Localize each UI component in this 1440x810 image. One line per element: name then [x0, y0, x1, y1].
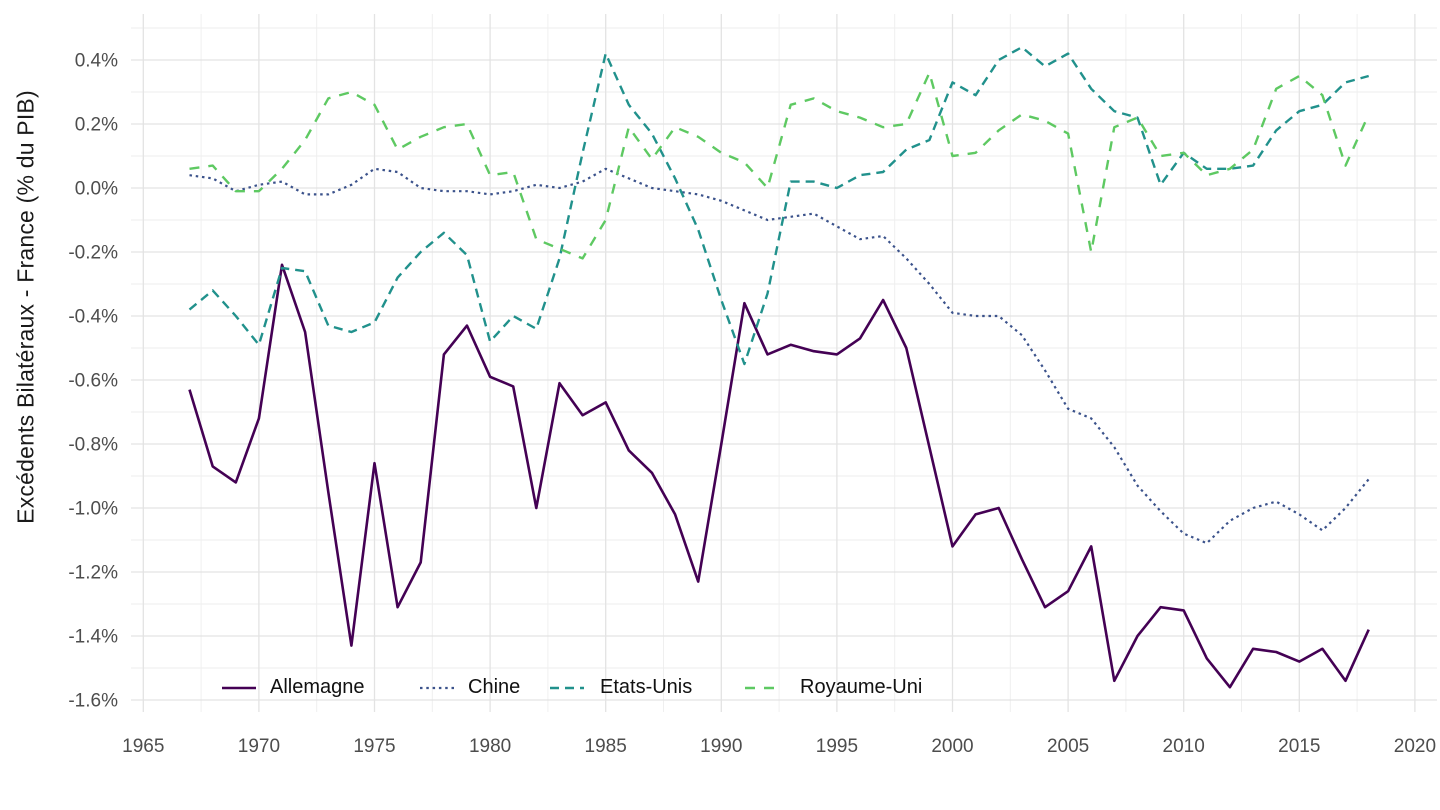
- legend-key-allemagne-line-icon: [222, 685, 256, 691]
- legend-key-swatch: [420, 686, 454, 690]
- x-axis-tick-label: 2020: [1394, 736, 1436, 757]
- x-axis-tick-label: 2015: [1278, 736, 1320, 757]
- x-axis-tick-label: 1980: [469, 736, 511, 757]
- legend-key-swatch: [222, 686, 256, 690]
- legend-key-swatch: [745, 686, 779, 690]
- y-axis-tick-label: -0.2%: [68, 243, 118, 264]
- legend-label-etats-unis: Etats-Unis: [600, 676, 693, 698]
- legend-label-chine: Chine: [468, 676, 521, 698]
- y-axis-tick-label: -0.6%: [68, 371, 118, 392]
- y-axis-tick-label: 0.4%: [75, 51, 118, 72]
- x-axis-tick-label: 1995: [816, 736, 858, 757]
- x-axis-tick-label: 1975: [353, 736, 395, 757]
- y-axis-tick-label: -0.4%: [68, 307, 118, 328]
- legend-key-etats-unis-line-icon: [550, 685, 584, 691]
- series-line-etats-unis: [188, 46, 1370, 366]
- series-line-chine: [189, 167, 1370, 545]
- legend-key-chine-line-icon: [420, 685, 454, 691]
- y-axis-tick-label: -1.6%: [68, 691, 118, 712]
- x-axis-tick-label: 1970: [238, 736, 280, 757]
- legend-key-swatch: [550, 686, 584, 690]
- x-axis-tick-label: 2005: [1047, 736, 1089, 757]
- legend-label-allemagne: Allemagne: [270, 676, 365, 698]
- x-axis-tick-label: 1965: [122, 736, 164, 757]
- x-axis-tick-label: 2010: [1163, 736, 1205, 757]
- y-axis-tick-label: 0.0%: [75, 179, 118, 200]
- legend-label-royaume-uni: Royaume-Uni: [800, 676, 923, 698]
- y-axis-title: Excédents Bilatéraux - France (% du PIB): [12, 90, 39, 524]
- series-line-royaume-uni: [189, 71, 1370, 260]
- y-axis-tick-label: -1.0%: [68, 499, 118, 520]
- x-axis-tick-label: 1985: [585, 736, 627, 757]
- y-axis-tick-label: -0.8%: [68, 435, 118, 456]
- series-line-allemagne: [188, 263, 1370, 689]
- y-axis-tick-label: -1.4%: [68, 627, 118, 648]
- x-axis-tick-label: 2000: [931, 736, 973, 757]
- legend-key-royaume-uni-line-icon: [745, 685, 779, 691]
- y-axis-tick-label: 0.2%: [75, 115, 118, 136]
- x-axis-tick-label: 1990: [700, 736, 742, 757]
- y-axis-tick-label: -1.2%: [68, 563, 118, 584]
